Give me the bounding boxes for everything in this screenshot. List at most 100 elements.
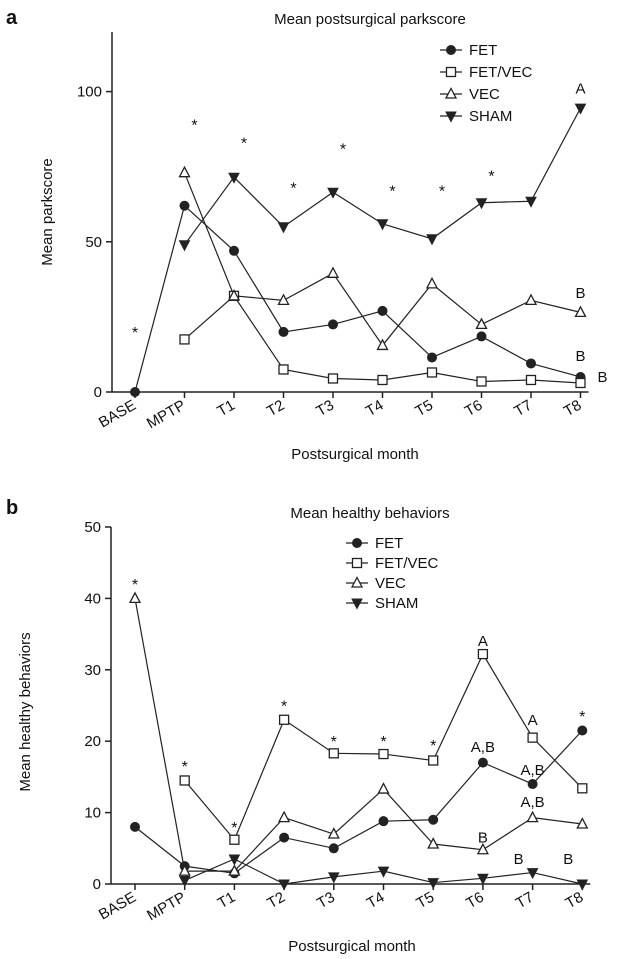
data-point-vec	[425, 276, 439, 289]
data-point-sham	[377, 866, 390, 878]
data-point-fet-vec	[377, 374, 388, 386]
panel-b-y-axis-label: Mean healthy behaviors	[17, 632, 34, 791]
panel-b-x-axis-label: Postsurgical month	[288, 938, 416, 955]
panel-b-series-lines	[134, 598, 583, 885]
data-point-fet-vec	[525, 374, 537, 386]
panel-a-markers	[130, 103, 587, 397]
data-point-sham	[178, 875, 191, 888]
significance-star: *	[231, 820, 237, 837]
data-point-fet-vec	[327, 373, 339, 384]
panel-a: a Mean postsurgical parkscore Mean parks…	[6, 7, 608, 463]
legend-label-sham: SHAM	[375, 595, 418, 612]
panel-b-axes: 0 10 20 30 40 50 BASE MPTP T1 T2 T3 T4 T5 T6 T7 T8	[84, 519, 591, 924]
panel-b-annotations: * * * * * * * * A A,B B A A,B A,B B B	[132, 577, 586, 868]
panel-b-title: Mean healthy behaviors	[290, 505, 449, 522]
significance-star: *	[340, 142, 346, 159]
significance-star: *	[191, 118, 197, 135]
data-point-fet-vec	[575, 377, 586, 389]
data-point-vec	[526, 810, 539, 823]
data-point-vec	[377, 782, 390, 794]
panel-b-x-tick-label: T1	[215, 889, 239, 912]
data-point-sham	[525, 196, 537, 208]
data-point-fet	[328, 843, 339, 854]
significance-star: *	[331, 734, 337, 751]
legend-marker-sham	[445, 111, 457, 123]
data-point-fet-vec	[278, 364, 289, 375]
significance-star: *	[439, 184, 445, 201]
data-point-fet	[477, 757, 488, 768]
significance-star: *	[430, 738, 436, 755]
series-line-vec	[134, 598, 583, 872]
significance-star: *	[380, 734, 386, 751]
panel-a-x-tick-label: T8	[561, 397, 585, 420]
legend-label-sham: SHAM	[469, 108, 512, 125]
panel-a-title: Mean postsurgical parkscore	[274, 11, 466, 28]
data-point-sham	[574, 103, 587, 115]
panel-a-legend: FET FET/VEC VEC SHAM	[440, 42, 533, 125]
panel-a-x-tick-label: T6	[462, 397, 486, 420]
panel-b-y-tick-label: 30	[84, 662, 101, 679]
panel-a-x-tick-label: T4	[363, 397, 387, 420]
data-point-fet	[428, 814, 439, 825]
legend-marker-fet	[352, 538, 362, 548]
panel-a-x-tick-label: MPTP	[144, 397, 189, 433]
data-point-fet-vec	[527, 732, 538, 743]
significance-star: *	[290, 181, 296, 198]
data-point-vec	[476, 842, 489, 855]
data-point-fet-vec	[477, 648, 489, 660]
significance-star: *	[281, 699, 287, 716]
data-point-fet	[278, 326, 289, 337]
group-letter-annotation: A,B	[521, 762, 545, 779]
data-point-fet-vec	[378, 748, 389, 760]
data-point-sham	[576, 879, 589, 891]
panel-a-x-tick-label: T1	[214, 397, 238, 420]
group-letter-annotation: B	[575, 348, 585, 365]
group-letter-annotation: B	[575, 285, 585, 302]
data-point-sham	[277, 222, 290, 234]
data-point-fet	[377, 305, 388, 316]
panel-a-x-tick-label: T3	[313, 397, 337, 420]
data-point-fet-vec	[229, 834, 240, 845]
series-line-fet	[134, 204, 581, 393]
significance-star: *	[488, 169, 494, 186]
legend-label-fet: FET	[375, 535, 403, 552]
panel-b: b Mean healthy behaviors Mean healthy be…	[6, 497, 591, 955]
data-point-sham	[228, 854, 241, 866]
data-point-fet-vec	[428, 755, 439, 766]
legend-marker-fet	[446, 45, 456, 55]
legend-marker-sham	[351, 598, 363, 610]
data-point-fet	[378, 816, 389, 827]
group-letter-annotation: A,B	[471, 739, 495, 756]
panel-a-y-tick-label: 50	[85, 234, 102, 251]
data-point-vec	[178, 864, 191, 876]
data-point-fet	[130, 387, 140, 397]
data-point-fet-vec	[476, 376, 487, 387]
data-point-fet-vec	[179, 334, 190, 345]
data-point-sham	[427, 878, 440, 890]
group-letter-annotation: A	[528, 712, 538, 729]
panel-a-x-tick-label: T7	[511, 397, 535, 420]
panel-b-x-tick-label: T8	[563, 889, 587, 912]
panel-b-y-tick-label: 0	[93, 876, 101, 893]
group-letter-annotation: A	[575, 81, 585, 98]
significance-star: *	[132, 325, 138, 342]
significance-star: *	[241, 136, 247, 153]
data-point-sham	[426, 234, 438, 246]
data-point-vec	[475, 317, 488, 330]
data-point-fet-vec	[278, 714, 290, 725]
panel-a-x-tick-label: T2	[264, 397, 288, 420]
data-point-fet-vec	[328, 748, 339, 759]
data-point-sham	[475, 198, 488, 210]
panel-b-markers	[128, 591, 589, 891]
data-point-fet	[130, 821, 140, 832]
data-point-sham	[327, 187, 339, 199]
data-point-vec	[278, 810, 291, 823]
legend-marker-fet-vec	[351, 557, 363, 569]
legend-marker-vec	[350, 576, 364, 588]
panel-b-x-tick-label: T6	[463, 889, 487, 912]
data-point-fet-vec	[426, 367, 438, 378]
data-point-vec	[277, 293, 290, 306]
data-point-sham	[178, 240, 191, 252]
panel-b-x-tick-label: T4	[364, 889, 388, 912]
data-point-fet	[328, 319, 338, 330]
